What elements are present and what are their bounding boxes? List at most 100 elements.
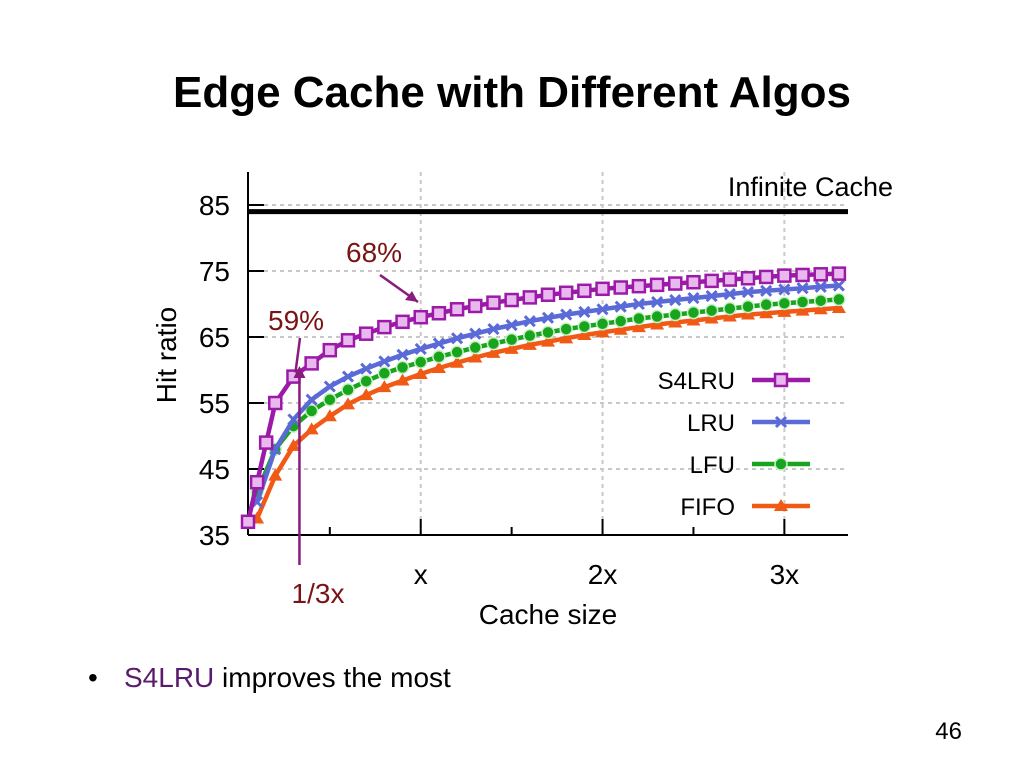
data-point <box>813 302 828 315</box>
data-point <box>468 340 483 355</box>
annotation-59: 59% <box>268 305 324 336</box>
data-point <box>559 322 573 336</box>
data-point <box>305 393 318 406</box>
axes-layer: 35 45 55 65 75 85 x 2x 3x Cache size Hit ratio Infi… <box>151 172 893 630</box>
data-point <box>286 438 301 451</box>
data-point <box>596 303 609 316</box>
data-point <box>741 307 755 320</box>
data-point <box>777 268 792 283</box>
data-point <box>723 301 737 316</box>
data-point <box>468 350 483 363</box>
data-point <box>795 303 810 316</box>
data-point <box>795 267 810 283</box>
y-tick-label: 65 <box>199 322 230 353</box>
data-point <box>450 355 465 368</box>
data-point <box>377 366 392 381</box>
data-point <box>778 283 791 296</box>
data-point <box>358 326 374 341</box>
data-point <box>631 320 646 333</box>
data-point <box>377 319 392 335</box>
data-point <box>432 350 446 364</box>
data-point <box>813 293 828 308</box>
data-point <box>487 323 500 336</box>
data-point <box>686 305 701 320</box>
grid-layer <box>248 172 848 535</box>
data-point <box>450 345 464 359</box>
annotation-third: 1/3x <box>292 578 345 609</box>
data-point <box>595 325 610 338</box>
data-point <box>741 286 755 299</box>
page-number: 46 <box>935 718 962 745</box>
data-point <box>413 309 428 325</box>
data-point <box>773 372 789 388</box>
data-point <box>504 292 519 308</box>
data-point <box>541 334 555 347</box>
series-lru <box>251 279 845 509</box>
x-tick-label: 3x <box>770 559 800 590</box>
data-point <box>577 283 592 299</box>
data-point <box>650 317 665 330</box>
data-point <box>704 273 719 289</box>
data-point <box>341 370 355 383</box>
data-point <box>249 474 265 490</box>
data-point <box>486 336 501 351</box>
annotation-68-arrowhead <box>405 291 418 302</box>
data-point <box>687 291 700 305</box>
series-s4lru <box>240 266 847 530</box>
y-tick-label: 55 <box>199 388 230 419</box>
slide-title: Edge Cache with Different Algos <box>172 68 851 117</box>
bullet-text: improves the most <box>214 662 451 693</box>
data-point <box>795 295 810 309</box>
data-point <box>541 325 555 340</box>
data-point <box>359 374 373 388</box>
data-point <box>360 362 373 375</box>
bullet-dot: • <box>88 662 98 693</box>
data-point <box>486 295 501 310</box>
data-point <box>468 298 483 314</box>
annotation-59-arrow <box>294 337 302 373</box>
data-point <box>431 361 446 374</box>
data-point <box>304 404 319 418</box>
data-point <box>522 337 537 350</box>
data-point <box>395 314 410 330</box>
data-point <box>649 277 665 293</box>
data-point <box>759 306 774 319</box>
data-point <box>304 356 319 371</box>
y-axis-label: Hit ratio <box>151 307 182 403</box>
data-point <box>378 355 391 368</box>
legend-label: FIFO <box>680 494 735 521</box>
x-tick-label: x <box>414 559 428 590</box>
hit-ratio-chart: 35 45 55 65 75 85 x 2x 3x Cache size Hit ratio Infi… <box>151 172 893 630</box>
legend-label: LRU <box>687 410 735 437</box>
data-point <box>595 317 610 331</box>
infinite-cache-label: Infinite Cache <box>728 172 893 202</box>
data-point <box>686 313 701 326</box>
data-point <box>322 409 337 422</box>
data-point <box>449 302 465 317</box>
data-point <box>831 266 847 281</box>
data-point <box>395 360 410 375</box>
data-point <box>560 308 573 321</box>
data-point <box>323 392 337 407</box>
data-point <box>774 499 788 511</box>
data-point <box>359 388 374 401</box>
data-point <box>540 287 556 303</box>
data-point <box>668 276 683 291</box>
data-point <box>704 311 719 324</box>
data-point <box>413 366 428 379</box>
data-point <box>741 299 755 314</box>
data-point <box>340 333 356 348</box>
data-point <box>395 373 410 386</box>
data-point <box>614 300 627 313</box>
series-lfu <box>250 292 846 499</box>
data-point <box>832 279 845 292</box>
data-point <box>287 413 300 426</box>
data-point <box>431 305 447 321</box>
data-point <box>396 348 409 361</box>
data-point <box>686 274 701 290</box>
bullet-highlight: S4LRU <box>124 662 215 693</box>
data-point <box>414 342 427 355</box>
data-point <box>722 272 738 287</box>
data-point <box>322 342 338 358</box>
annotation-68: 68% <box>346 237 402 268</box>
